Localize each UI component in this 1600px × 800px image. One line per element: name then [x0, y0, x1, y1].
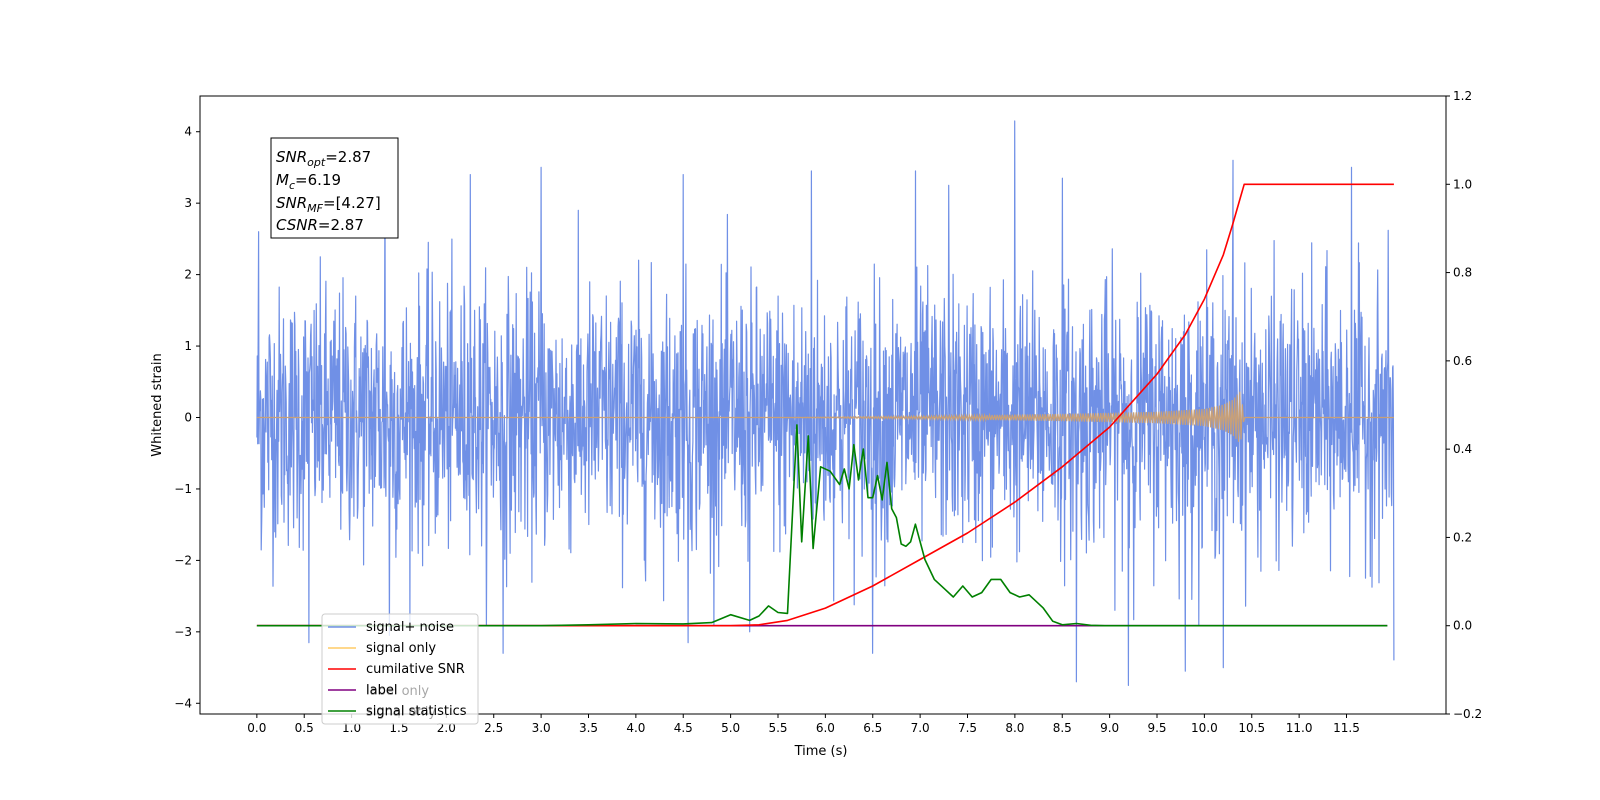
x-tick-label: 5.5 [768, 721, 787, 735]
x-tick-label: 4.5 [674, 721, 693, 735]
y-right-tick-label: 1.2 [1453, 89, 1472, 103]
legend: label only signal only signal+ noise sign… [321, 613, 479, 725]
y-left-tick-label: −3 [174, 625, 192, 639]
x-tick-label: 9.5 [1147, 721, 1166, 735]
series-signal-noise [256, 120, 1395, 686]
y-left-tick-label: −1 [174, 482, 192, 496]
y-right-tick-label: −0.2 [1453, 707, 1482, 721]
y-right-tick-label: 0.8 [1453, 266, 1472, 280]
y-left-tick-label: −2 [174, 553, 192, 567]
x-tick-label: 5.0 [721, 721, 740, 735]
annotation-line-snr-opt: SNRopt=2.87 [276, 148, 371, 169]
y-left-tick-label: 4 [184, 125, 192, 139]
legend-hidden-label-only: label only [366, 684, 429, 699]
x-tick-label: 4.0 [626, 721, 645, 735]
y-right-tick-label: 0.6 [1453, 354, 1472, 368]
annotation-line-chirp-mass: Mc=6.19 [276, 171, 341, 192]
x-tick-label: 7.5 [958, 721, 977, 735]
x-tick-label: 0.5 [295, 721, 314, 735]
legend-label: signal statistics [366, 704, 467, 719]
x-tick-label: 6.5 [863, 721, 882, 735]
x-tick-label: 8.0 [1005, 721, 1024, 735]
y-left-tick-label: 0 [184, 411, 192, 425]
series-cumulative-snr [256, 183, 1394, 627]
y-right-tick-label: 0.4 [1453, 442, 1472, 456]
series-signal-statistics [256, 424, 1388, 627]
x-tick-label: 7.0 [911, 721, 930, 735]
y-axis-label: Whitened strain [150, 353, 165, 456]
series-layer [256, 120, 1395, 686]
x-tick-label: 10.5 [1238, 721, 1265, 735]
x-tick-label: 8.5 [1053, 721, 1072, 735]
annotation-line-snr-mf: SNRMF=[4.27] [276, 194, 381, 215]
x-tick-label: 2.5 [484, 721, 503, 735]
x-tick-label: 3.0 [532, 721, 551, 735]
legend-label: signal only [366, 641, 436, 656]
annotation-box: SNRopt=2.87 Mc=6.19 SNRMF=[4.27] CSNR=2.… [270, 137, 399, 239]
legend-label: cumilative SNR [366, 662, 465, 677]
y-left-tick-label: −4 [174, 696, 192, 710]
x-tick-label: 11.0 [1286, 721, 1313, 735]
y-right-tick-label: 0.0 [1453, 619, 1472, 633]
annotation-line-csnr: CSNR=2.87 [276, 216, 364, 234]
legend-label: signal+ noise [366, 620, 454, 635]
x-axis-label: Time (s) [794, 744, 848, 759]
x-tick-label: 11.5 [1333, 721, 1360, 735]
y-right-tick-label: 0.2 [1453, 530, 1472, 544]
x-tick-label: 0.0 [247, 721, 266, 735]
x-tick-label: 9.0 [1100, 721, 1119, 735]
x-tick-label: 6.0 [816, 721, 835, 735]
x-tick-label: 3.5 [579, 721, 598, 735]
legend-label: label [366, 683, 397, 698]
y-left-tick-label: 3 [184, 196, 192, 210]
y-left-tick-label: 1 [184, 339, 192, 353]
legend-hidden-signal-only: signal only [366, 705, 436, 720]
x-tick-label: 10.0 [1191, 721, 1218, 735]
plot-frame [199, 95, 1447, 715]
y-left-tick-label: 2 [184, 268, 192, 282]
y-right-tick-label: 1.0 [1453, 177, 1472, 191]
series-signal-only [256, 391, 1394, 442]
